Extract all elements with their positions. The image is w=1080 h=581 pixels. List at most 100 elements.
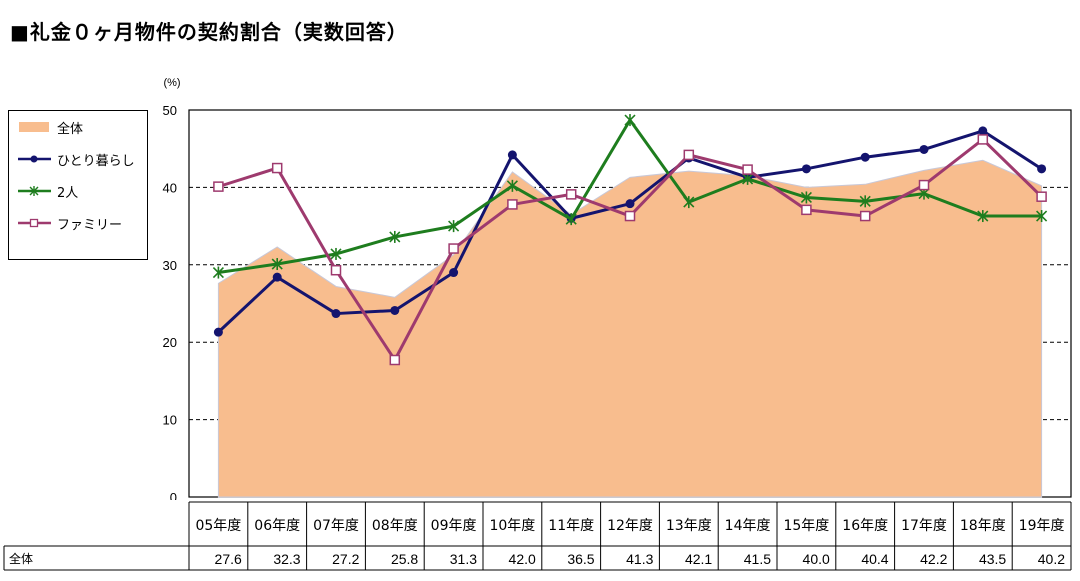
data-point [800,191,812,204]
x-tick-label: 18年度 [960,518,1006,534]
table-cell: 25.8 [391,551,418,567]
series-3 [213,134,1047,366]
axes: 0 10 20 30 40 50 (%) [163,77,181,500]
data-point [1036,210,1048,223]
table-row-label: 全体 [9,551,33,566]
table-cell: 40.2 [1038,551,1065,567]
y-tick-label: 10 [163,413,177,428]
data-point [213,181,224,192]
data-point [683,149,695,161]
data-point [860,152,870,162]
data-point [1037,164,1047,174]
table-cell: 42.1 [685,551,712,567]
x-tick-label: 19年度 [1019,518,1065,534]
data-point [330,247,342,260]
table-cell: 32.3 [273,551,300,567]
y-tick-label: 50 [163,103,177,118]
legend-swatch [19,122,49,132]
data-point [978,126,988,136]
data-point [742,164,753,175]
x-tick-label: 08年度 [372,518,418,534]
data-point [977,210,989,223]
table-cell: 42.2 [920,551,947,567]
data-point [390,305,400,315]
table-cell: 27.6 [215,551,242,567]
chart-title: ■礼金０ヶ月物件の契約割合（実数回答） [10,20,408,44]
x-tick-label: 06年度 [254,518,300,534]
data-point [801,204,812,216]
data-point [801,164,811,174]
x-tick-label: 05年度 [195,518,241,534]
legend-item: 2人 [17,181,78,201]
data-point [624,210,636,222]
data-point [389,230,401,243]
legend-label: 全体 [57,121,84,137]
data-point [565,213,577,226]
data-point [742,172,754,185]
y-tick-label: 30 [163,258,177,273]
data-point [977,134,989,145]
data-point [919,144,929,154]
x-tick-label: 07年度 [313,518,359,534]
x-tick-label: 09年度 [431,518,477,534]
data-point [448,243,459,254]
data-point [507,150,517,160]
data-point [507,199,518,210]
legend-item: 全体 [17,117,83,137]
data-point [859,210,871,222]
legend-label: ひとり暮らし [57,153,135,169]
data-point [449,268,459,278]
line-chart: 0 10 20 30 40 50 (%) [163,77,1072,500]
table-cell: 43.5 [979,551,1006,567]
data-point [448,220,460,233]
data-point [389,354,401,366]
y-tick-label: 0 [170,490,177,500]
data-point [918,179,930,191]
data-point [331,309,341,319]
data-point [859,195,871,208]
data-point [272,272,282,282]
data-point [1036,191,1047,202]
x-tick-label: 10年度 [489,518,535,534]
x-tick-label: 15年度 [783,518,829,534]
legend: 全体ひとり暮らし 2人ファミリー [8,110,148,260]
area-series [217,159,1043,498]
x-tick-label: 14年度 [725,518,771,534]
table-cell: 41.5 [744,551,771,567]
data-point [506,179,518,192]
table-cell: 36.5 [567,551,594,567]
data-point [683,196,695,209]
y-tick-label: 40 [163,180,177,195]
x-tick-label: 12年度 [607,518,653,534]
data-point [271,258,283,271]
legend-label: ファミリー [57,217,123,233]
legend-item: ファミリー [17,213,122,233]
y-unit-label: (%) [163,77,180,89]
table-cell: 40.0 [803,551,830,567]
area-total [217,159,1043,498]
x-tick-label: 13年度 [666,518,712,534]
table-cell: 41.3 [626,551,653,567]
legend-label: 2人 [57,185,79,201]
line-series [212,114,1048,366]
x-tick-label: 16年度 [842,518,888,534]
y-tick-label: 20 [163,335,177,350]
data-point [213,327,223,337]
data-point [625,199,635,209]
table-cell: 31.3 [450,551,477,567]
data-point [330,264,342,276]
x-tick-label: 17年度 [901,518,947,534]
data-point [624,114,636,127]
data-point [212,266,224,279]
legend-swatch [18,218,51,228]
table-cell: 42.0 [509,551,536,567]
data-point [271,162,283,174]
x-tick-label: 11年度 [548,518,594,534]
legend-swatch [18,186,51,196]
table-cell: 27.2 [332,551,359,567]
legend-swatch [18,155,51,163]
table-cell: 40.4 [861,551,888,567]
data-point [565,189,577,200]
legend-item: ひとり暮らし [17,149,135,169]
